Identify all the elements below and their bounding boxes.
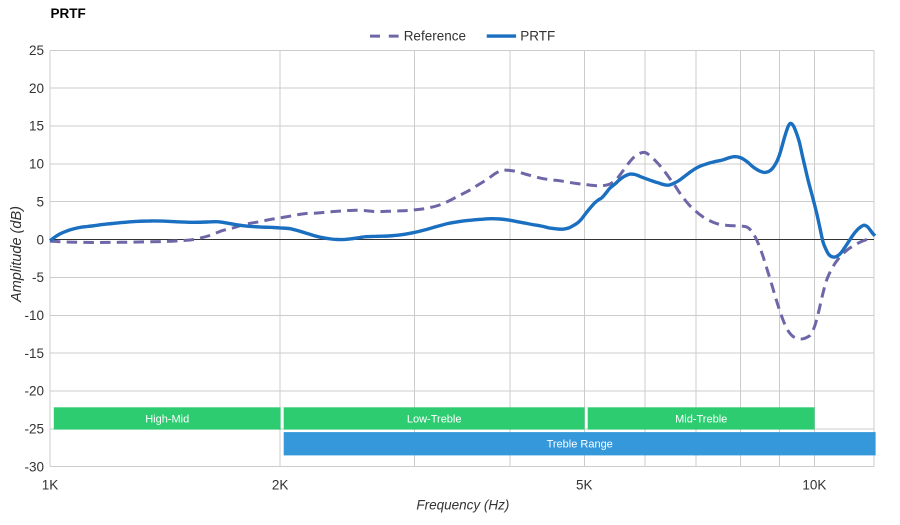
svg-text:-25: -25 bbox=[24, 422, 44, 437]
svg-text:5K: 5K bbox=[576, 478, 593, 493]
svg-text:10: 10 bbox=[29, 157, 44, 172]
svg-text:PRTF: PRTF bbox=[51, 6, 86, 21]
svg-text:PRTF: PRTF bbox=[520, 29, 555, 44]
svg-text:1K: 1K bbox=[42, 478, 59, 493]
svg-text:25: 25 bbox=[29, 43, 44, 58]
svg-text:2K: 2K bbox=[272, 478, 289, 493]
svg-text:Amplitude (dB): Amplitude (dB) bbox=[9, 206, 25, 303]
svg-text:-15: -15 bbox=[24, 346, 44, 361]
svg-text:20: 20 bbox=[29, 81, 44, 96]
svg-text:-30: -30 bbox=[24, 459, 44, 474]
svg-text:5: 5 bbox=[36, 194, 44, 209]
svg-text:-20: -20 bbox=[24, 384, 44, 399]
svg-text:15: 15 bbox=[29, 119, 44, 134]
svg-text:-10: -10 bbox=[24, 308, 44, 323]
svg-text:10K: 10K bbox=[802, 478, 826, 493]
svg-text:Mid-Treble: Mid-Treble bbox=[675, 414, 727, 426]
svg-text:High-Mid: High-Mid bbox=[145, 414, 189, 426]
svg-text:0: 0 bbox=[36, 232, 44, 247]
svg-text:Low-Treble: Low-Treble bbox=[407, 414, 462, 426]
svg-text:-5: -5 bbox=[32, 270, 44, 285]
svg-text:Treble Range: Treble Range bbox=[547, 439, 613, 451]
svg-text:Reference: Reference bbox=[404, 29, 466, 44]
svg-text:Frequency (Hz): Frequency (Hz) bbox=[416, 498, 509, 513]
